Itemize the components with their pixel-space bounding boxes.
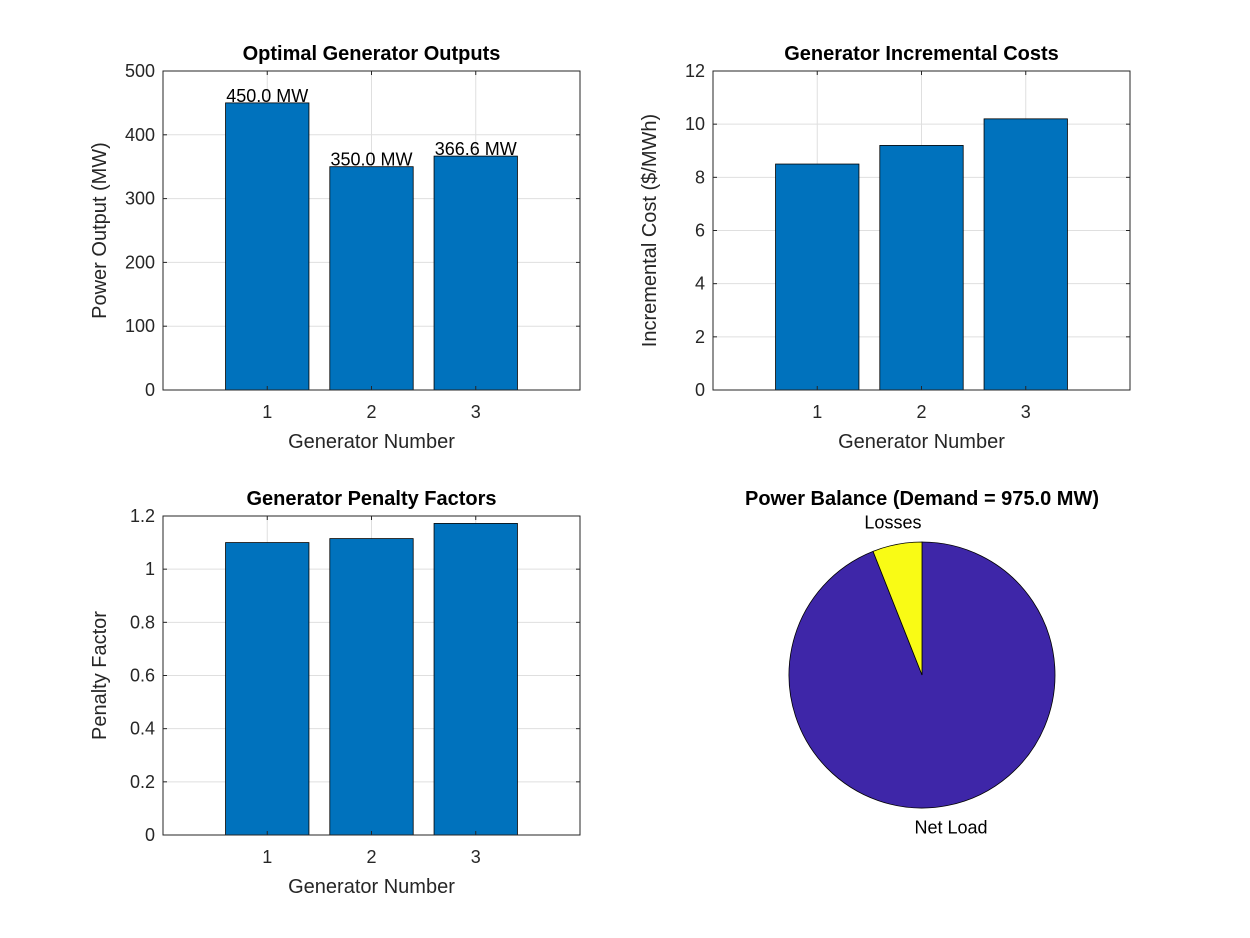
chart-title: Generator Penalty Factors: [246, 488, 496, 510]
bar-generator-1: [775, 163, 860, 391]
power-balance-pie: Net Load Losses Power Balance (Demand = 97…: [745, 488, 1099, 837]
penalty-factors-axes: 0 0.2 0.4 0.6 0.8 1 1.2 1 2 3 Generator Penalty Fa…: [89, 488, 581, 898]
bar-generator-2: [329, 166, 414, 391]
bar-generator-1: [225, 542, 310, 836]
x-tick-label: 1: [262, 847, 272, 867]
pie-slice-losses: [872, 541, 923, 676]
y-tick-label: 400: [125, 125, 155, 145]
y-tick-label: 500: [125, 61, 155, 81]
y-tick-label: 8: [695, 167, 705, 187]
y-tick-label: 4: [695, 274, 705, 294]
y-tick-label: 0: [695, 380, 705, 400]
y-tick-label: 0: [145, 825, 155, 845]
pie-label: Losses: [864, 513, 921, 533]
y-tick-label: 1: [145, 559, 155, 579]
pie-label: Net Load: [915, 817, 988, 837]
x-tick-label: 3: [471, 847, 481, 867]
y-tick-label: 0.4: [130, 719, 155, 739]
bar-generator-2: [879, 145, 964, 391]
bar-generator-3: [433, 155, 518, 391]
outputs-axes: 0 100 200 300 400 500 1 2 3 450.0 MW 350.0 MW 366.6…: [89, 43, 581, 453]
x-axis-label: Generator Number: [288, 876, 455, 898]
y-axis-label: Penalty Factor: [89, 611, 111, 740]
bar-generator-2: [329, 538, 414, 836]
data-label: 450.0 MW: [226, 86, 308, 106]
x-tick-label: 1: [812, 402, 822, 422]
y-tick-label: 300: [125, 189, 155, 209]
y-tick-label: 0.8: [130, 612, 155, 632]
x-tick-label: 3: [1021, 402, 1031, 422]
x-tick-label: 3: [471, 402, 481, 422]
y-axis-label: Power Output (MW): [89, 142, 111, 319]
y-tick-label: 6: [695, 221, 705, 241]
y-tick-label: 100: [125, 316, 155, 336]
x-tick-label: 2: [916, 402, 926, 422]
x-tick-label: 1: [262, 402, 272, 422]
x-axis-label: Generator Number: [838, 431, 1005, 453]
x-tick-label: 2: [366, 847, 376, 867]
y-axis-label: Incremental Cost ($/MWh): [639, 114, 661, 347]
y-tick-label: 1.2: [130, 506, 155, 526]
y-tick-label: 12: [685, 61, 705, 81]
data-label: 366.6 MW: [435, 139, 517, 159]
y-tick-label: 0.2: [130, 772, 155, 792]
y-tick-label: 2: [695, 327, 705, 347]
y-tick-label: 200: [125, 252, 155, 272]
y-tick-label: 10: [685, 114, 705, 134]
chart-title: Power Balance (Demand = 975.0 MW): [745, 488, 1099, 510]
bar-generator-3: [983, 118, 1068, 391]
x-axis-label: Generator Number: [288, 431, 455, 453]
y-tick-label: 0: [145, 380, 155, 400]
data-label: 350.0 MW: [330, 150, 412, 170]
bar-generator-1: [225, 102, 310, 391]
y-tick-label: 0.6: [130, 666, 155, 686]
x-tick-label: 2: [366, 402, 376, 422]
chart-title: Optimal Generator Outputs: [243, 43, 501, 65]
chart-title: Generator Incremental Costs: [784, 43, 1059, 65]
bar-generator-3: [433, 523, 518, 836]
